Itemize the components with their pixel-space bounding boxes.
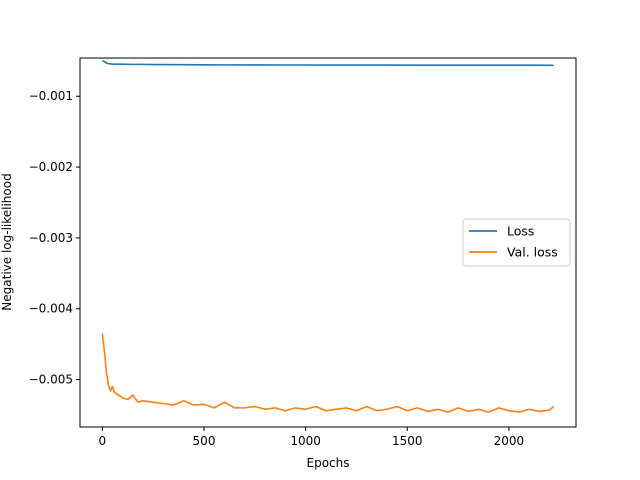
series-line-val-loss bbox=[101, 333, 555, 413]
x-tick-label: 1500 bbox=[392, 434, 423, 448]
y-tick-label: −0.001 bbox=[29, 89, 73, 103]
y-tick-label: −0.003 bbox=[29, 231, 73, 245]
y-tick-label: −0.002 bbox=[29, 160, 73, 174]
legend-label: Loss bbox=[507, 224, 534, 239]
legend-label: Val. loss bbox=[507, 245, 558, 260]
x-tick-label: 0 bbox=[99, 434, 107, 448]
y-axis-label: Negative log-likelihood bbox=[0, 173, 14, 310]
y-tick-label: −0.005 bbox=[29, 373, 73, 387]
x-axis-label: Epochs bbox=[307, 456, 350, 470]
series-line-loss bbox=[102, 60, 554, 67]
x-tick-label: 1000 bbox=[290, 434, 321, 448]
y-axis: −0.001 −0.002 −0.003 −0.004 −0.005 bbox=[29, 89, 80, 387]
x-tick-label: 500 bbox=[193, 434, 216, 448]
x-tick-label: 2000 bbox=[494, 434, 525, 448]
x-axis: 0 500 1000 1500 2000 bbox=[99, 427, 525, 448]
legend: Loss Val. loss bbox=[462, 218, 571, 267]
plot-area bbox=[101, 60, 555, 413]
y-tick-label: −0.004 bbox=[29, 302, 73, 316]
axes-frame bbox=[79, 57, 577, 428]
